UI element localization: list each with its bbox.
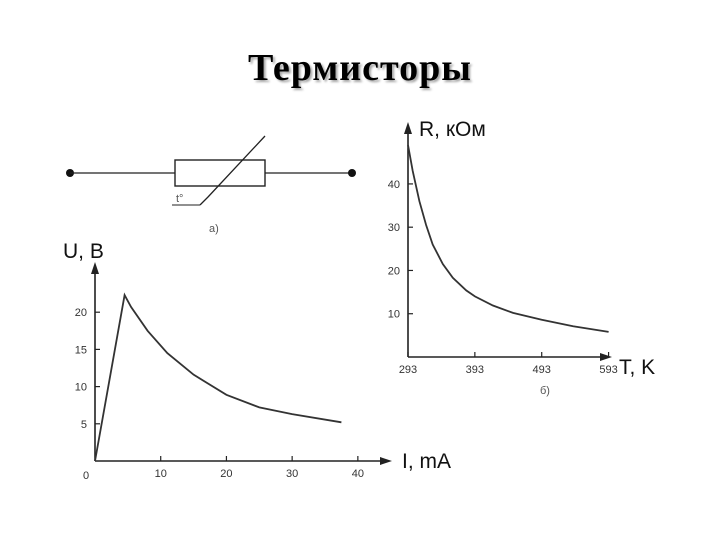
chart2-series-line bbox=[407, 144, 609, 333]
chart2-y-tick-label: 20 bbox=[388, 265, 400, 277]
chart2-caption: б) bbox=[540, 385, 550, 397]
chart1-y-tick-label: 10 bbox=[75, 382, 87, 394]
chart2-y-tick-label: 10 bbox=[388, 309, 400, 321]
chart1-y-tick-label: 15 bbox=[75, 344, 87, 356]
voltage-current-chart: 10 20 30 40 5 10 15 20 0 U, B I, mA bbox=[63, 240, 451, 482]
slide-title: Термисторы bbox=[248, 47, 472, 89]
chart2-y-tick-label: 40 bbox=[388, 179, 400, 191]
chart2-x-tick-label: 293 bbox=[399, 364, 417, 376]
chart1-series-line bbox=[94, 292, 342, 462]
chart1-y-arrow bbox=[91, 262, 99, 274]
chart2-x-tick-label: 393 bbox=[466, 364, 484, 376]
chart1-x-label: I, mA bbox=[402, 450, 451, 473]
chart1-x-arrow bbox=[380, 457, 392, 465]
terminal-right bbox=[348, 169, 356, 177]
chart1-y-tick-label: 5 bbox=[81, 419, 87, 431]
chart1-x-tick-label: 30 bbox=[286, 468, 298, 480]
chart1-origin-label: 0 bbox=[83, 470, 89, 482]
chart2-x-label: T, K bbox=[619, 356, 655, 379]
chart2-y-label: R, кОм bbox=[419, 118, 486, 141]
chart1-y-tick-label: 20 bbox=[75, 307, 87, 319]
thermistor-schematic: t° a) bbox=[66, 135, 356, 235]
resistor-body bbox=[174, 159, 266, 187]
chart1-y-label: U, B bbox=[63, 240, 104, 263]
temperature-symbol-label: t° bbox=[176, 193, 183, 205]
temperature-slash bbox=[199, 135, 266, 206]
chart2-x-tick-label: 493 bbox=[533, 364, 551, 376]
chart2-y-arrow bbox=[404, 122, 412, 134]
resistance-temperature-chart: 293 393 493 593 10 20 30 40 R, кОм T, K б) bbox=[388, 118, 655, 397]
chart1-x-tick-label: 10 bbox=[155, 468, 167, 480]
chart2-x-tick-label: 593 bbox=[599, 364, 617, 376]
chart1-x-tick-label: 20 bbox=[220, 468, 232, 480]
chart2-x-arrow bbox=[600, 353, 612, 361]
chart1-x-tick-label: 40 bbox=[352, 468, 364, 480]
chart2-y-tick-label: 30 bbox=[388, 222, 400, 234]
schematic-caption: a) bbox=[209, 223, 219, 235]
